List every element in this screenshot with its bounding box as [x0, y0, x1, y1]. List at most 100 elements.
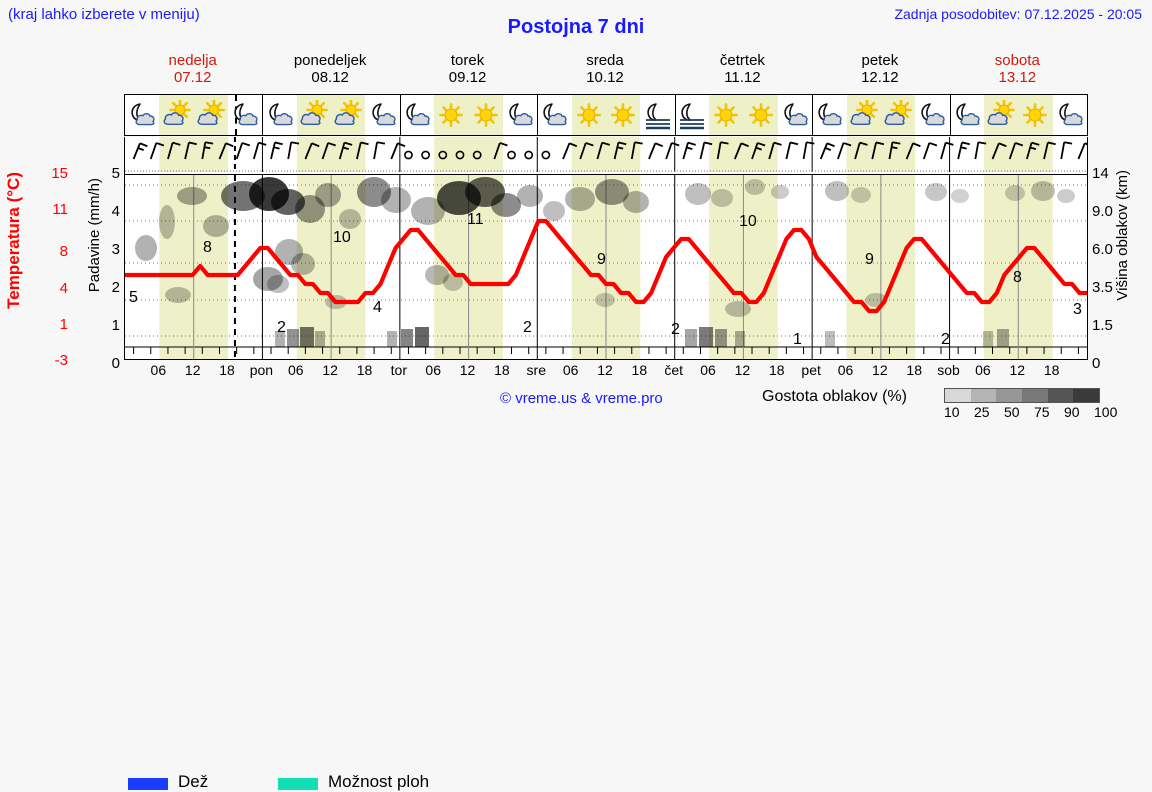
weather-icon-moon-cloud — [537, 99, 571, 133]
cloud-density-step — [1047, 389, 1074, 402]
cloud-density-blob — [595, 179, 629, 205]
weather-icon-sun — [1018, 99, 1052, 133]
weather-icon-sun-cloud — [194, 99, 228, 133]
temperature-value-label: 2 — [671, 321, 680, 338]
rain-legend-label: Dež — [178, 772, 209, 791]
cloud-density-scale-label: 10 — [944, 404, 960, 420]
meteogram-plot: nedelja 07.12 ponedeljek 08.12 torek 09.12 … — [124, 52, 1088, 360]
weather-icon-sun — [434, 99, 468, 133]
x-axis-tick: 06 — [562, 362, 579, 378]
wind-barb — [716, 141, 729, 160]
wind-barb — [888, 141, 901, 160]
temperature-value-label: 2 — [523, 319, 532, 336]
cloud-density-blob — [425, 265, 449, 285]
day-header-0: nedelja 07.12 — [124, 52, 261, 86]
weather-icon-sun-cloud — [881, 99, 915, 133]
temperature-value-label: 8 — [1013, 269, 1022, 286]
wind-barb — [1077, 142, 1087, 160]
cloud-density-blob — [381, 187, 411, 213]
weather-icon-moon-fog — [640, 99, 674, 133]
cloud-density-step — [1073, 389, 1100, 402]
wind-barb — [562, 142, 578, 160]
x-axis-tick: sre — [526, 362, 546, 378]
day-header-3: sreda 10.12 — [536, 52, 673, 86]
precipitation-bar — [275, 331, 285, 347]
weather-icon-sun-cloud — [984, 99, 1018, 133]
cloud-density-step — [1022, 389, 1048, 402]
x-axis-tick: 12 — [459, 362, 476, 378]
day-header-2: torek 09.12 — [399, 52, 536, 86]
x-axis-tick: 12 — [734, 362, 751, 378]
day-date: 08.12 — [311, 69, 349, 86]
day-header-4: četrtek 11.12 — [674, 52, 811, 86]
weather-icon-moon-cloud — [1053, 99, 1087, 133]
cloud-density-step — [996, 389, 1023, 402]
rain-legend-swatch — [128, 778, 168, 790]
weather-icon-moon-cloud — [503, 99, 537, 133]
cloud-density-step — [970, 389, 997, 402]
cloud-density-blob — [543, 201, 565, 221]
day-separator — [674, 95, 676, 135]
weather-icon-sun — [606, 99, 640, 133]
copyright-link[interactable]: © vreme.us & vreme.pro — [500, 390, 663, 407]
wind-barb — [940, 141, 954, 160]
day-separator — [949, 95, 951, 135]
x-axis-tick: sob — [937, 362, 960, 378]
x-axis: 06 12 18 pon 06 12 18 tor 06 12 18 sre 06 12 18 čet 06 12… — [124, 362, 1088, 382]
x-axis-tick: 06 — [700, 362, 716, 378]
x-axis-tick: pon — [249, 362, 274, 378]
day-name: torek — [450, 52, 485, 69]
cloud-density-blob — [465, 177, 505, 207]
day-separator — [537, 95, 539, 135]
wind-barb — [957, 141, 970, 160]
temperature-value-label: 3 — [1073, 301, 1082, 318]
temp-tick-2: 8 — [59, 243, 68, 260]
x-axis-tick: 18 — [906, 362, 922, 378]
cloud-density-blob — [1031, 181, 1055, 201]
cloud-density-blob — [1005, 185, 1025, 201]
day-name: petek — [861, 52, 899, 69]
wind-barb — [974, 141, 987, 160]
cloud-density-blob — [253, 267, 283, 291]
prec-tick-1: 4 — [111, 203, 120, 220]
last-update-stamp: Zadnja posodobitev: 07.12.2025 - 20:05 — [894, 6, 1142, 22]
day-date: 09.12 — [448, 69, 487, 86]
wind-barb — [682, 141, 696, 160]
day-separator — [399, 95, 401, 135]
precipitation-bar — [735, 331, 745, 347]
location-menu-note: (kraj lahko izberete v meniju) — [8, 6, 200, 23]
day-header-5: petek 12.12 — [811, 52, 948, 86]
weather-icon-moon-cloud — [950, 99, 984, 133]
wind-barb — [922, 142, 938, 160]
x-axis-tick: 12 — [597, 362, 613, 378]
page-title: Postojna 7 dni — [507, 16, 645, 38]
day-name: četrtek — [719, 52, 765, 69]
cloud-density-legend-title: Gostota oblakov (%) — [762, 388, 907, 405]
wind-barb — [630, 141, 643, 160]
temp-tick-0: 15 — [51, 165, 68, 182]
wind-barb — [270, 141, 283, 160]
weather-icon-row — [124, 94, 1088, 136]
day-date: 13.12 — [998, 69, 1037, 86]
cloud-density-scale-label: 100 — [1094, 404, 1118, 420]
main-chart-area: 5 8 2 10 4 11 2 9 2 10 1 9 2 8 3 — [124, 174, 1088, 360]
temperature-axis-title: Temperatura (°C) — [4, 172, 23, 309]
precipitation-bar — [685, 329, 697, 347]
x-axis-tick: 18 — [631, 362, 648, 378]
temperature-value-label: 4 — [373, 299, 382, 316]
wind-barb — [184, 141, 197, 160]
temperature-curve — [125, 218, 1087, 314]
temperature-value-label: 9 — [865, 251, 874, 268]
x-axis-tick: 18 — [1043, 362, 1060, 378]
weather-icon-sun-cloud — [297, 99, 331, 133]
weather-icon-sun-cloud — [331, 99, 365, 133]
wind-calm-symbol — [524, 150, 534, 160]
wind-calm-symbol — [438, 150, 448, 160]
wind-barb — [390, 142, 406, 160]
cloud-density-blob — [771, 185, 789, 199]
day-date: 12.12 — [861, 69, 899, 86]
x-axis-tick: 06 — [287, 362, 304, 378]
cloud-density-blob — [951, 189, 969, 203]
wind-barb — [356, 141, 369, 160]
cloud-density-blob — [203, 215, 229, 237]
